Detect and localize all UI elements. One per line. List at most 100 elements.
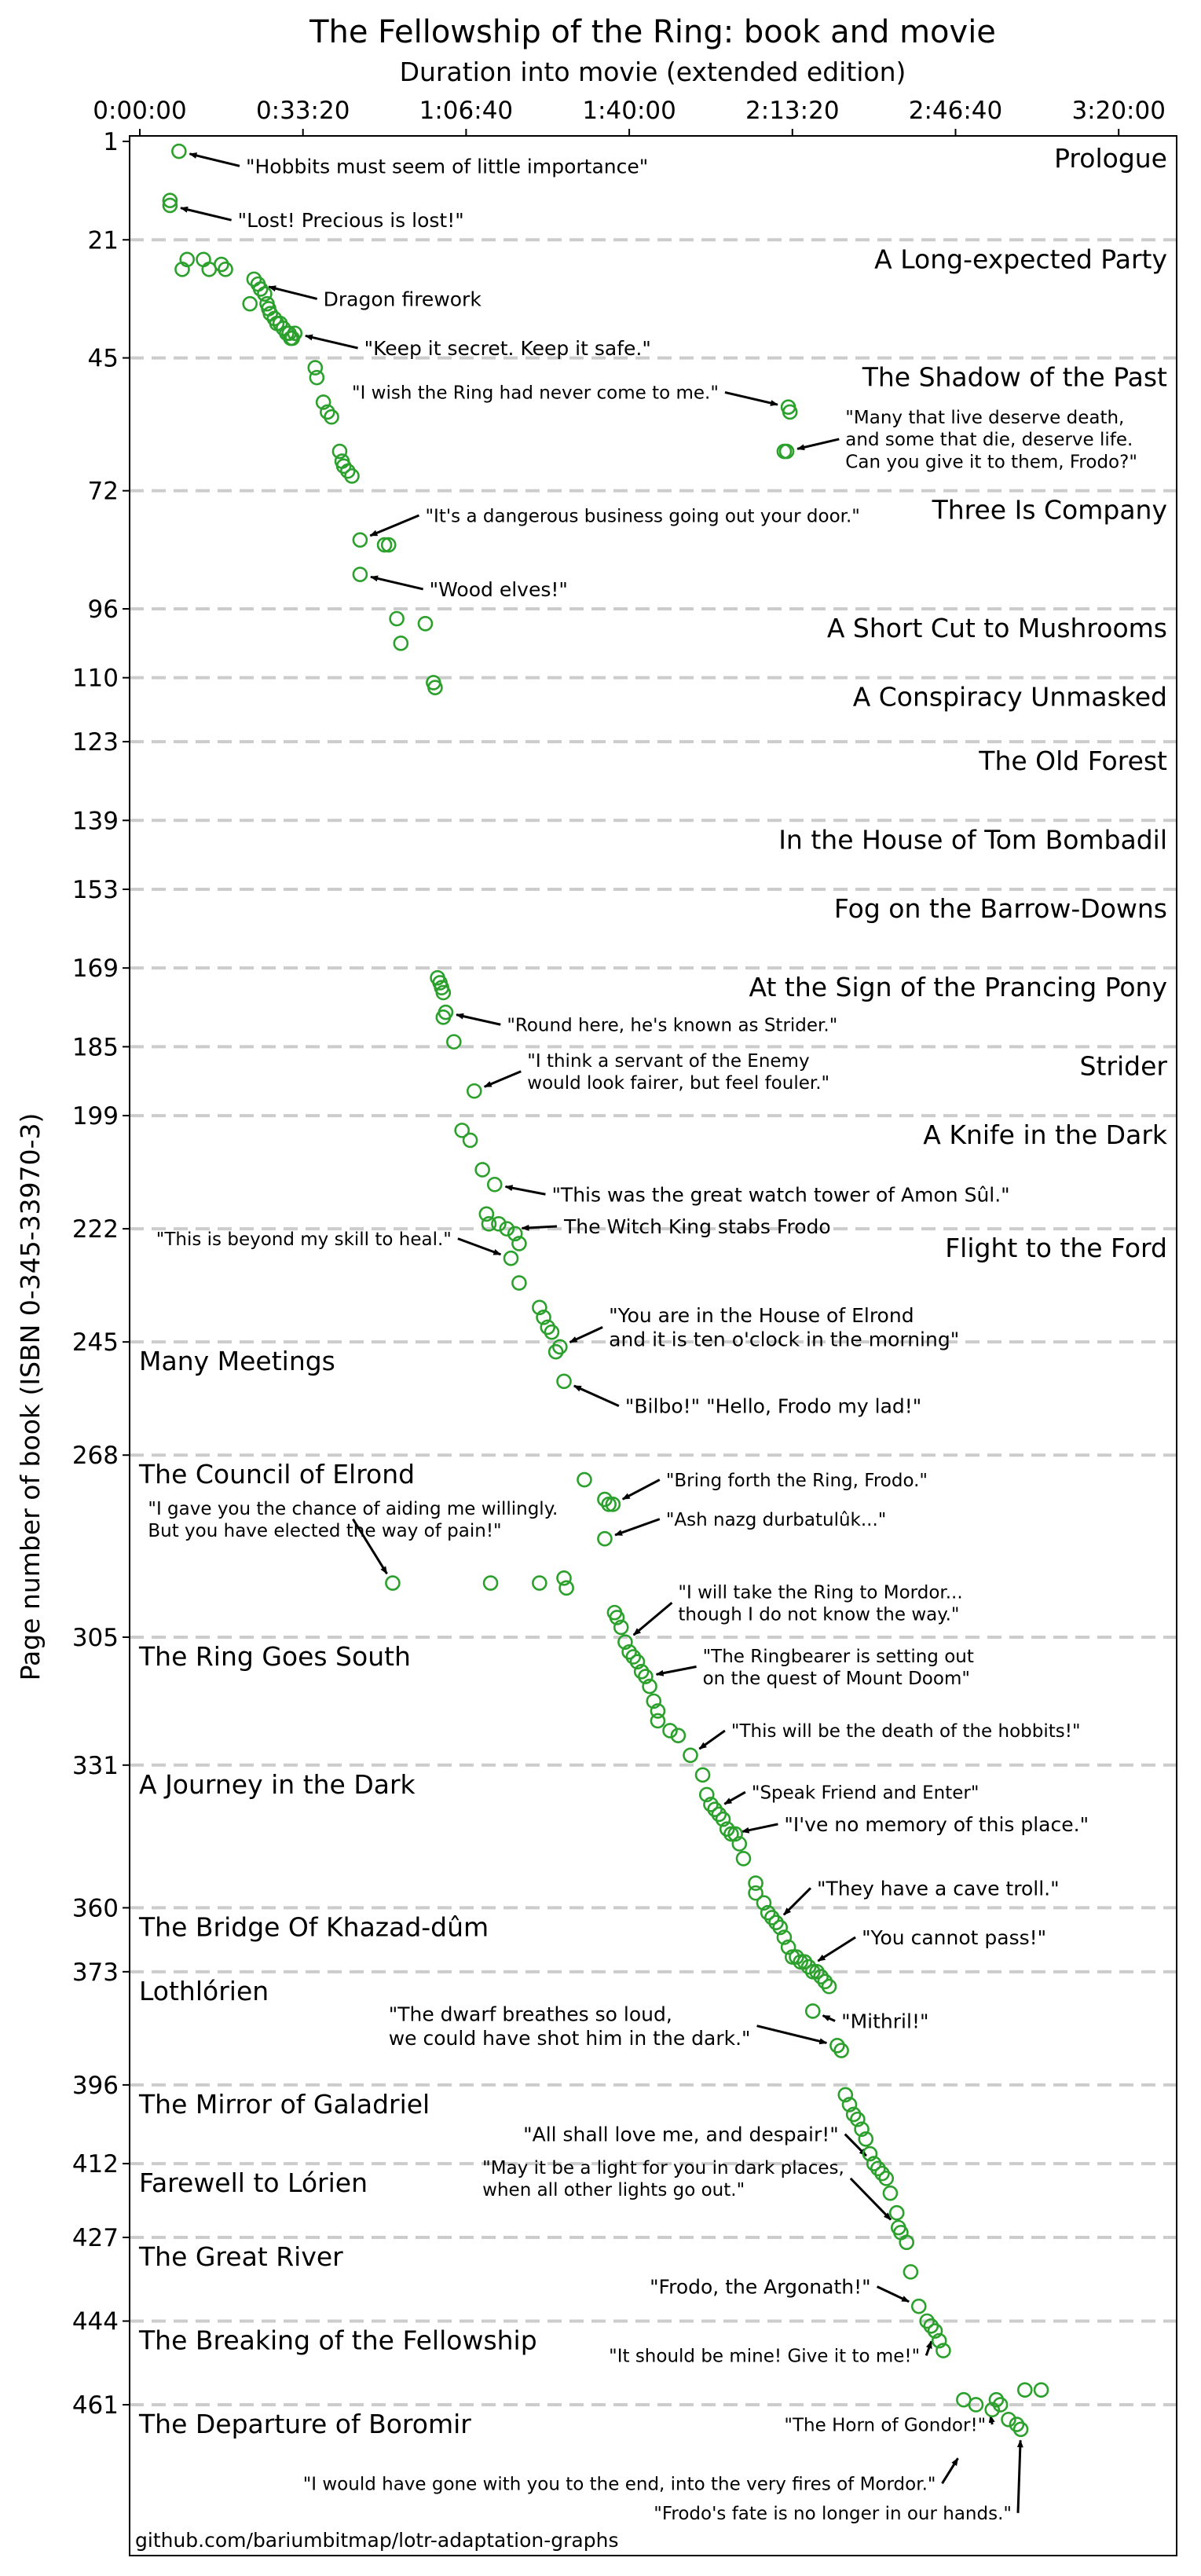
y-tick-label: 185	[72, 1033, 119, 1061]
data-point	[910, 2298, 927, 2314]
chapter-label: The Ring Goes South	[138, 1641, 411, 1672]
annotation-arrow	[655, 1665, 697, 1676]
data-point	[768, 1915, 784, 1931]
annotation-text: "This is beyond my skill to heal."	[156, 1229, 452, 1250]
annotation-line: and some that die, deserve life.	[845, 430, 1133, 450]
chapter-label: The Council of Elrond	[138, 1459, 415, 1490]
annotation-line: "All shall love me, and despair!"	[523, 2123, 839, 2146]
chapter-label: Many Meetings	[139, 1346, 335, 1376]
data-point	[866, 2156, 882, 2171]
y-tick-label: 222	[72, 1215, 119, 1244]
annotation-line: "Keep it secret. Keep it safe."	[364, 337, 651, 360]
annotation-text: "You cannot pass!"	[862, 1926, 1046, 1949]
data-point	[707, 1801, 723, 1817]
data-point	[821, 1978, 837, 1995]
annotation-text: "I will take the Ring to Mordor... though…	[678, 1582, 962, 1625]
data-point	[307, 360, 324, 376]
annotation-text: "Wood elves!"	[430, 578, 568, 601]
data-point	[629, 1654, 646, 1670]
annotations: "Hobbits must seem of little importance"…	[148, 152, 1137, 2524]
annotation-arrow	[180, 206, 232, 222]
data-point	[613, 1619, 629, 1636]
data-point	[650, 1703, 666, 1719]
data-point	[558, 1580, 574, 1596]
x-tick-label: 2:13:20	[745, 97, 840, 125]
data-point	[1033, 2382, 1049, 2398]
data-point	[196, 251, 211, 268]
annotation-arrow	[352, 1518, 388, 1575]
data-point	[320, 404, 335, 420]
annotation-text: Dragon firework	[324, 288, 482, 310]
data-point	[927, 2323, 943, 2339]
annotation-arrow	[189, 152, 240, 167]
y-tick-label: 72	[88, 478, 119, 506]
annotation-line: "Wood elves!"	[430, 578, 568, 601]
annotation-arrow	[876, 2285, 910, 2303]
chapter-label: Fog on the Barrow-Downs	[834, 893, 1167, 924]
annotation-text: "Round here, he's known as Strider."	[507, 1015, 837, 1035]
y-tick-label: 360	[72, 1894, 119, 1922]
chapter-label: The Departure of Boromir	[138, 2409, 471, 2439]
data-point	[650, 1713, 666, 1729]
data-point	[389, 610, 405, 627]
y-tick-label: 305	[72, 1624, 119, 1652]
data-point	[662, 1723, 678, 1739]
data-point	[315, 394, 331, 410]
data-point	[547, 1343, 564, 1360]
annotation-line: "I would have gone with you to the end, …	[303, 2474, 936, 2494]
chapter-grid: Prologue A Long-expected Party The Shadow …	[130, 143, 1177, 2439]
data-point	[1016, 2382, 1033, 2398]
y-tick-label: 396	[72, 2072, 119, 2100]
annotation-text: "Bring forth the Ring, Frodo."	[666, 1471, 928, 1491]
data-point	[646, 1693, 662, 1709]
data-point	[760, 1904, 776, 1921]
data-point	[540, 1319, 556, 1336]
data-point	[324, 409, 339, 425]
data-point	[242, 295, 258, 312]
y-tick-label: 110	[72, 665, 119, 693]
data-point	[817, 1973, 833, 1990]
annotation-text: "I think a servant of the Enemy would loo…	[527, 1051, 829, 1094]
data-point	[833, 2043, 849, 2058]
annotation-line: when all other lights go out."	[482, 2180, 745, 2200]
data-point	[968, 2397, 984, 2413]
annotation-line: "I gave you the chance of aiding me will…	[148, 1499, 558, 1519]
data-point	[609, 1610, 625, 1625]
data-point	[462, 1132, 478, 1149]
y-tick-label: 21	[88, 226, 119, 255]
data-point	[544, 1324, 560, 1340]
data-point	[703, 1797, 719, 1812]
data-point	[698, 1786, 715, 1803]
data-point	[1009, 2417, 1025, 2432]
chapter-label: The Breaking of the Fellowship	[138, 2325, 537, 2356]
data-point	[642, 1678, 657, 1695]
y-tick-label: 199	[72, 1102, 119, 1130]
data-point	[309, 369, 325, 386]
data-point	[435, 1010, 452, 1025]
annotation-arrow	[723, 1790, 746, 1805]
data-point	[605, 1497, 621, 1512]
annotation-line: "You are in the House of Elrond	[609, 1304, 914, 1327]
annotation-arrow	[741, 1823, 778, 1834]
data-point	[162, 197, 178, 214]
data-point	[858, 2131, 874, 2147]
y-axis-label: Page number of book (ISBN 0-345-33970-3)	[15, 1113, 46, 1681]
data-point	[503, 1250, 519, 1266]
data-point	[511, 1236, 527, 1251]
y-tick-label: 245	[72, 1328, 119, 1357]
y-tick-label: 412	[72, 2150, 119, 2178]
annotation-arrow	[1016, 2439, 1023, 2513]
data-point	[556, 1570, 572, 1586]
data-point	[633, 1663, 650, 1680]
annotation-line: "Many that live deserve death,	[845, 408, 1124, 428]
annotation-arrow	[370, 575, 424, 591]
annotation-arrow	[521, 1224, 558, 1231]
annotation-text: "I gave you the chance of aiding me will…	[148, 1499, 558, 1541]
data-point	[446, 1034, 462, 1050]
data-point	[683, 1747, 698, 1764]
data-point	[731, 1836, 748, 1852]
annotation-line: "This was the great watch tower of Amon …	[551, 1183, 1009, 1206]
annotation-line: "May it be a light for you in dark place…	[482, 2158, 844, 2178]
annotation-line: "Frodo, the Argonath!"	[650, 2276, 871, 2299]
data-point	[778, 443, 795, 460]
